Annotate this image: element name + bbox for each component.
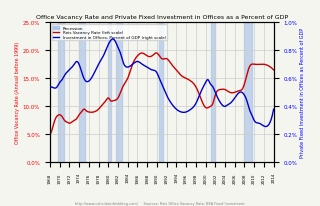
Bar [212, 23, 215, 163]
Y-axis label: Office Vacancy Rate (Annual before 1999): Office Vacancy Rate (Annual before 1999) [15, 42, 20, 144]
Bar [58, 23, 64, 163]
Bar [79, 23, 85, 163]
Bar [116, 23, 122, 163]
Text: http://www.calculatedriskblog.com/     Sources: Reis Office Vacancy Rate, BEA Fi: http://www.calculatedriskblog.com/ Sourc… [75, 201, 245, 205]
Title: Office Vacancy Rate and Private Fixed Investment in Offices as a Percent of GDP: Office Vacancy Rate and Private Fixed In… [36, 15, 288, 20]
Y-axis label: Private Fixed Investment in Offices as Percent of GDP: Private Fixed Investment in Offices as P… [300, 28, 305, 158]
Bar [108, 23, 111, 163]
Legend: Recession, Reis Vacancy Rate (left scale), Investment in Offices, Percent of GDP: Recession, Reis Vacancy Rate (left scale… [52, 25, 167, 41]
Bar [159, 23, 163, 163]
Bar [244, 23, 252, 163]
